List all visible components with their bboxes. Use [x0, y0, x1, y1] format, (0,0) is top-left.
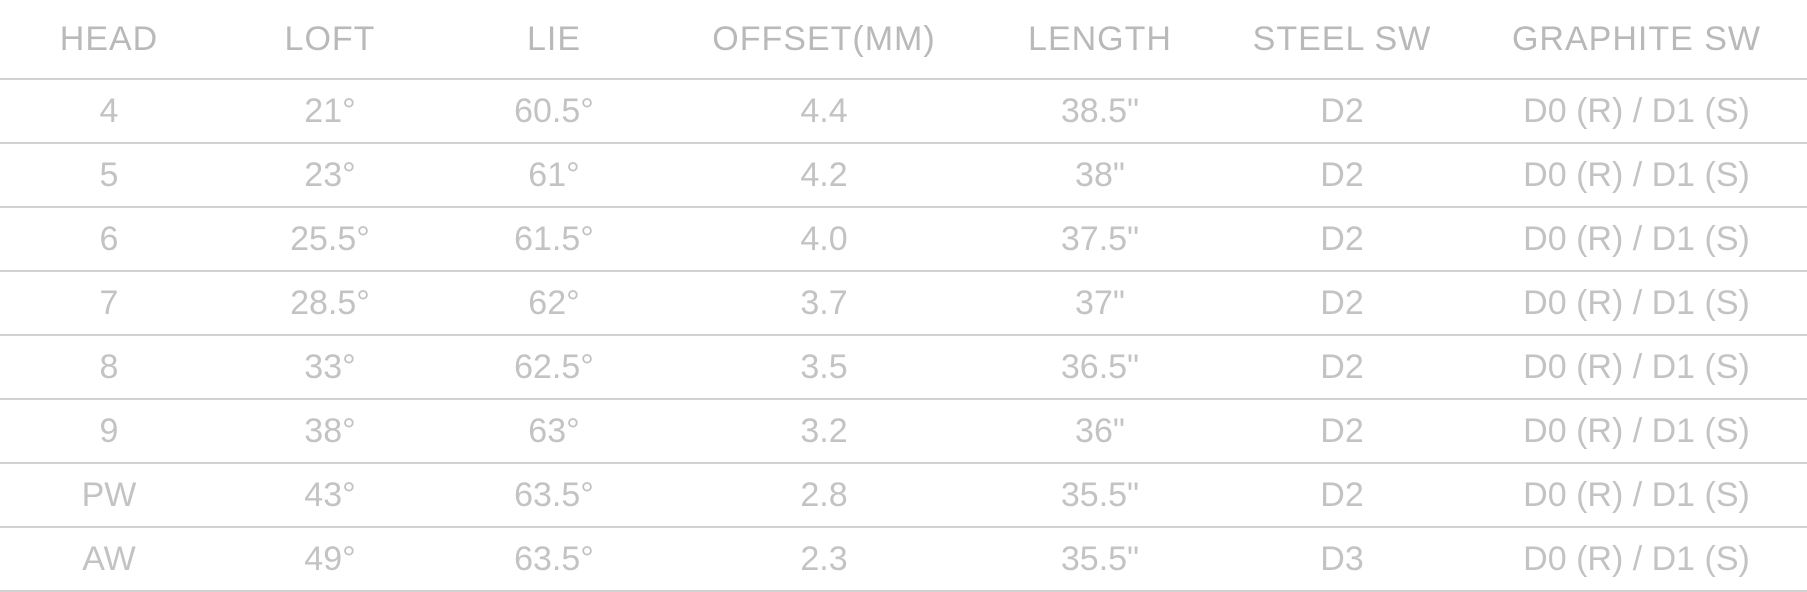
cell-steel-sw: D2: [1218, 463, 1466, 528]
cell-head: 5: [0, 143, 218, 208]
table-row: 8 33° 62.5° 3.5 36.5" D2 D0 (R) / D1 (S): [0, 335, 1807, 400]
cell-head: PW: [0, 463, 218, 528]
table-row: AW 49° 63.5° 2.3 35.5" D3 D0 (R) / D1 (S…: [0, 527, 1807, 592]
cell-head: 6: [0, 207, 218, 272]
table-row: 9 38° 63° 3.2 36" D2 D0 (R) / D1 (S): [0, 399, 1807, 464]
cell-loft: 28.5°: [218, 271, 442, 336]
cell-loft: 25.5°: [218, 207, 442, 272]
cell-length: 38": [982, 143, 1218, 208]
table-row: 5 23° 61° 4.2 38" D2 D0 (R) / D1 (S): [0, 143, 1807, 208]
cell-offset: 2.3: [666, 527, 982, 592]
cell-lie: 62°: [442, 271, 666, 336]
header-length: LENGTH: [982, 0, 1218, 80]
cell-steel-sw: D2: [1218, 271, 1466, 336]
cell-offset: 3.2: [666, 399, 982, 464]
cell-length: 37.5": [982, 207, 1218, 272]
cell-lie: 63°: [442, 399, 666, 464]
cell-graphite-sw: D0 (R) / D1 (S): [1466, 79, 1807, 144]
header-graphite-sw: GRAPHITE SW: [1466, 0, 1807, 80]
cell-lie: 61°: [442, 143, 666, 208]
cell-loft: 23°: [218, 143, 442, 208]
table-row: PW 43° 63.5° 2.8 35.5" D2 D0 (R) / D1 (S…: [0, 463, 1807, 528]
cell-loft: 49°: [218, 527, 442, 592]
header-offset: OFFSET(MM): [666, 0, 982, 80]
cell-offset: 4.0: [666, 207, 982, 272]
cell-graphite-sw: D0 (R) / D1 (S): [1466, 143, 1807, 208]
cell-length: 35.5": [982, 527, 1218, 592]
cell-steel-sw: D2: [1218, 79, 1466, 144]
cell-graphite-sw: D0 (R) / D1 (S): [1466, 271, 1807, 336]
cell-lie: 62.5°: [442, 335, 666, 400]
cell-offset: 3.5: [666, 335, 982, 400]
cell-steel-sw: D2: [1218, 143, 1466, 208]
cell-lie: 63.5°: [442, 527, 666, 592]
cell-offset: 3.7: [666, 271, 982, 336]
table-header-row: HEAD LOFT LIE OFFSET(MM) LENGTH STEEL SW…: [0, 0, 1807, 80]
cell-offset: 4.4: [666, 79, 982, 144]
cell-graphite-sw: D0 (R) / D1 (S): [1466, 463, 1807, 528]
cell-loft: 21°: [218, 79, 442, 144]
table-row: 7 28.5° 62° 3.7 37" D2 D0 (R) / D1 (S): [0, 271, 1807, 336]
cell-graphite-sw: D0 (R) / D1 (S): [1466, 527, 1807, 592]
header-lie: LIE: [442, 0, 666, 80]
cell-head: AW: [0, 527, 218, 592]
cell-loft: 43°: [218, 463, 442, 528]
cell-lie: 60.5°: [442, 79, 666, 144]
cell-offset: 4.2: [666, 143, 982, 208]
cell-length: 35.5": [982, 463, 1218, 528]
cell-head: 8: [0, 335, 218, 400]
cell-head: 4: [0, 79, 218, 144]
header-head: HEAD: [0, 0, 218, 80]
cell-steel-sw: D2: [1218, 207, 1466, 272]
cell-head: 9: [0, 399, 218, 464]
header-loft: LOFT: [218, 0, 442, 80]
table-row: 6 25.5° 61.5° 4.0 37.5" D2 D0 (R) / D1 (…: [0, 207, 1807, 272]
cell-length: 36.5": [982, 335, 1218, 400]
cell-offset: 2.8: [666, 463, 982, 528]
cell-loft: 33°: [218, 335, 442, 400]
cell-loft: 38°: [218, 399, 442, 464]
cell-length: 38.5": [982, 79, 1218, 144]
cell-head: 7: [0, 271, 218, 336]
cell-graphite-sw: D0 (R) / D1 (S): [1466, 207, 1807, 272]
header-steel-sw: STEEL SW: [1218, 0, 1466, 80]
cell-lie: 63.5°: [442, 463, 666, 528]
cell-length: 36": [982, 399, 1218, 464]
cell-steel-sw: D3: [1218, 527, 1466, 592]
cell-lie: 61.5°: [442, 207, 666, 272]
cell-graphite-sw: D0 (R) / D1 (S): [1466, 399, 1807, 464]
cell-steel-sw: D2: [1218, 399, 1466, 464]
table-row: 4 21° 60.5° 4.4 38.5" D2 D0 (R) / D1 (S): [0, 79, 1807, 144]
cell-length: 37": [982, 271, 1218, 336]
cell-steel-sw: D2: [1218, 335, 1466, 400]
cell-graphite-sw: D0 (R) / D1 (S): [1466, 335, 1807, 400]
